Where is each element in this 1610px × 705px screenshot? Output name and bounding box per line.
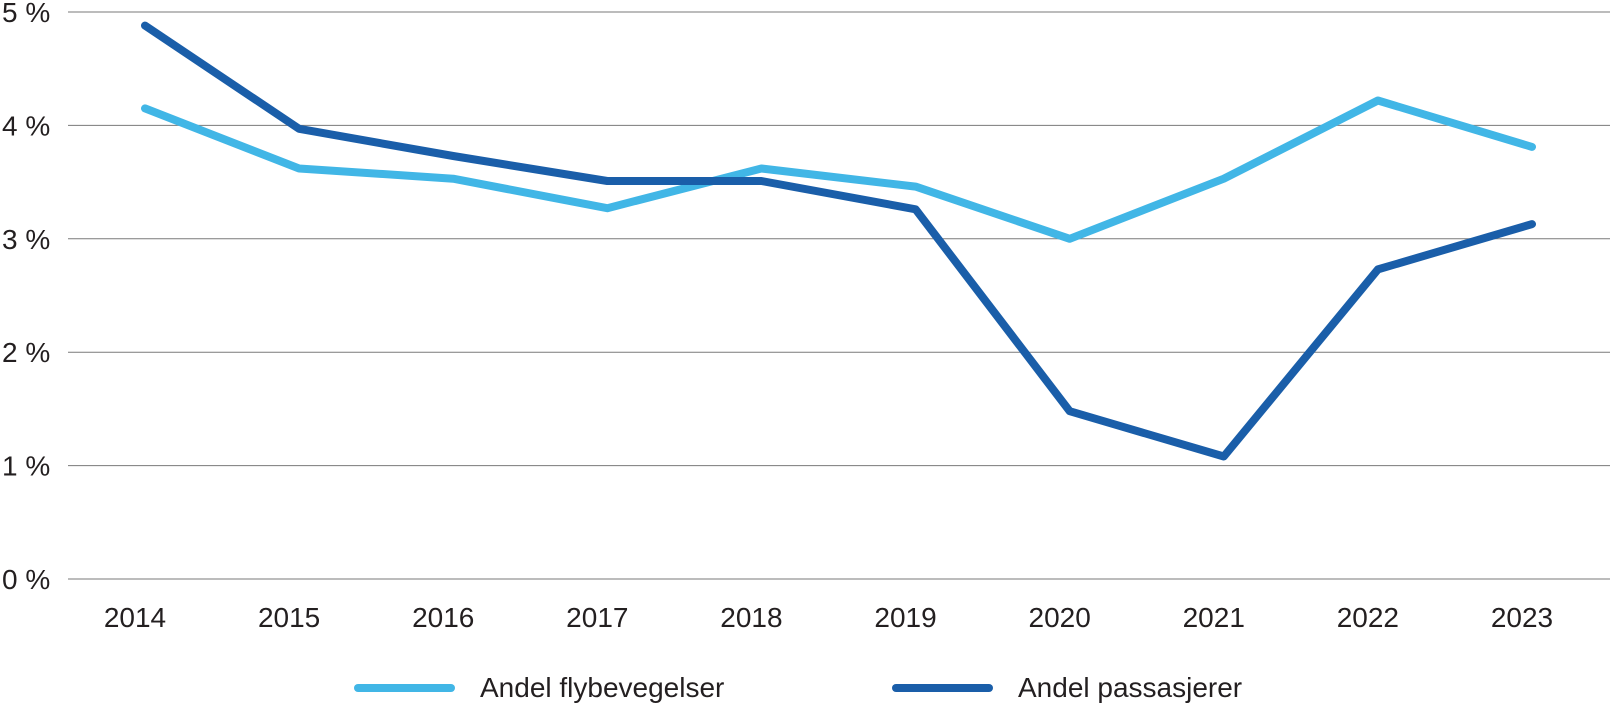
x-tick-label-2016: 2016 [412, 602, 474, 633]
x-tick-label-2019: 2019 [874, 602, 936, 633]
y-tick-label-3: 3 % [2, 224, 50, 255]
legend-item-andel-flybevegelser: Andel flybevegelser [354, 672, 724, 704]
gridlines [68, 11, 1610, 580]
y-tick-label-2: 2 % [2, 337, 50, 368]
x-tick-label-2023: 2023 [1491, 602, 1553, 633]
x-tick-label-2017: 2017 [566, 602, 628, 633]
y-tick-label-4: 4 % [2, 110, 50, 141]
x-tick-label-2021: 2021 [1183, 602, 1245, 633]
legend-swatch-andel-passasjerer [892, 684, 993, 692]
x-tick-label-2018: 2018 [720, 602, 782, 633]
legend-item-andel-passasjerer: Andel passasjerer [892, 672, 1242, 704]
x-tick-label-2014: 2014 [104, 602, 166, 633]
y-tick-label-1: 1 % [2, 451, 50, 482]
legend-label-andel-flybevegelser: Andel flybevegelser [480, 672, 725, 703]
legend-swatch-andel-flybevegelser [354, 684, 455, 692]
y-tick-label-0: 0 % [2, 564, 50, 595]
series-line-andel-passasjerer [141, 21, 1536, 461]
y-tick-label-5: 5 % [2, 0, 50, 28]
y-axis-tick-labels: 0 % 1 % 2 % 3 % 4 % 5 % [2, 0, 50, 595]
x-tick-label-2015: 2015 [258, 602, 320, 633]
legend: Andel flybevegelser Andel passasjerer [0, 672, 1610, 705]
x-tick-label-2020: 2020 [1029, 602, 1091, 633]
legend-label-andel-passasjerer: Andel passasjerer [1018, 672, 1243, 703]
x-axis-tick-labels: 2014 2015 2016 2017 2018 2019 2020 2021 2022 2023 [104, 602, 1553, 633]
series-line-andel-flybevegelser [141, 96, 1536, 243]
x-tick-label-2022: 2022 [1337, 602, 1399, 633]
